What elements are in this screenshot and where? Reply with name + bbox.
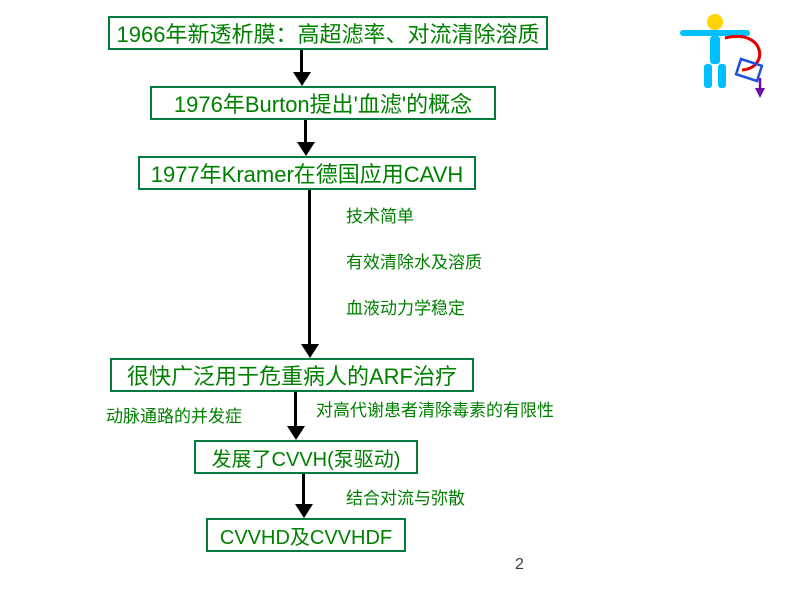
box-arf: 很快广泛用于危重病人的ARF治疗 [110, 358, 474, 392]
annotation-effective: 有效清除水及溶质 [346, 248, 482, 273]
box-cvvh-label: 发展了CVVH(泵驱动) [212, 443, 401, 472]
page-number: 2 [515, 556, 524, 574]
box-cvvhd-label: CVVHD及CVVHDF [220, 521, 392, 550]
box-cvvh: 发展了CVVH(泵驱动) [194, 440, 418, 474]
person-dialysis-icon [670, 8, 780, 108]
annotation-simple-tech: 技术简单 [346, 202, 414, 227]
annotation-combine: 结合对流与弥散 [346, 484, 465, 509]
box-1976: 1976年Burton提出'血滤'的概念 [150, 86, 496, 120]
box-cvvhd: CVVHD及CVVHDF [206, 518, 406, 552]
box-1976-label: 1976年Burton提出'血滤'的概念 [174, 87, 472, 119]
annotation-stable: 血液动力学稳定 [346, 294, 465, 319]
box-1966: 1966年新透析膜：高超滤率、对流清除溶质 [108, 16, 548, 50]
box-arf-label: 很快广泛用于危重病人的ARF治疗 [127, 359, 457, 391]
box-1977-label: 1977年Kramer在德国应用CAVH [151, 157, 464, 189]
box-1977: 1977年Kramer在德国应用CAVH [138, 156, 476, 190]
annotation-limitation: 对高代谢患者清除毒素的有限性 [316, 396, 554, 421]
box-1966-label: 1966年新透析膜：高超滤率、对流清除溶质 [117, 17, 540, 49]
annotation-complications: 动脉通路的并发症 [106, 402, 242, 427]
